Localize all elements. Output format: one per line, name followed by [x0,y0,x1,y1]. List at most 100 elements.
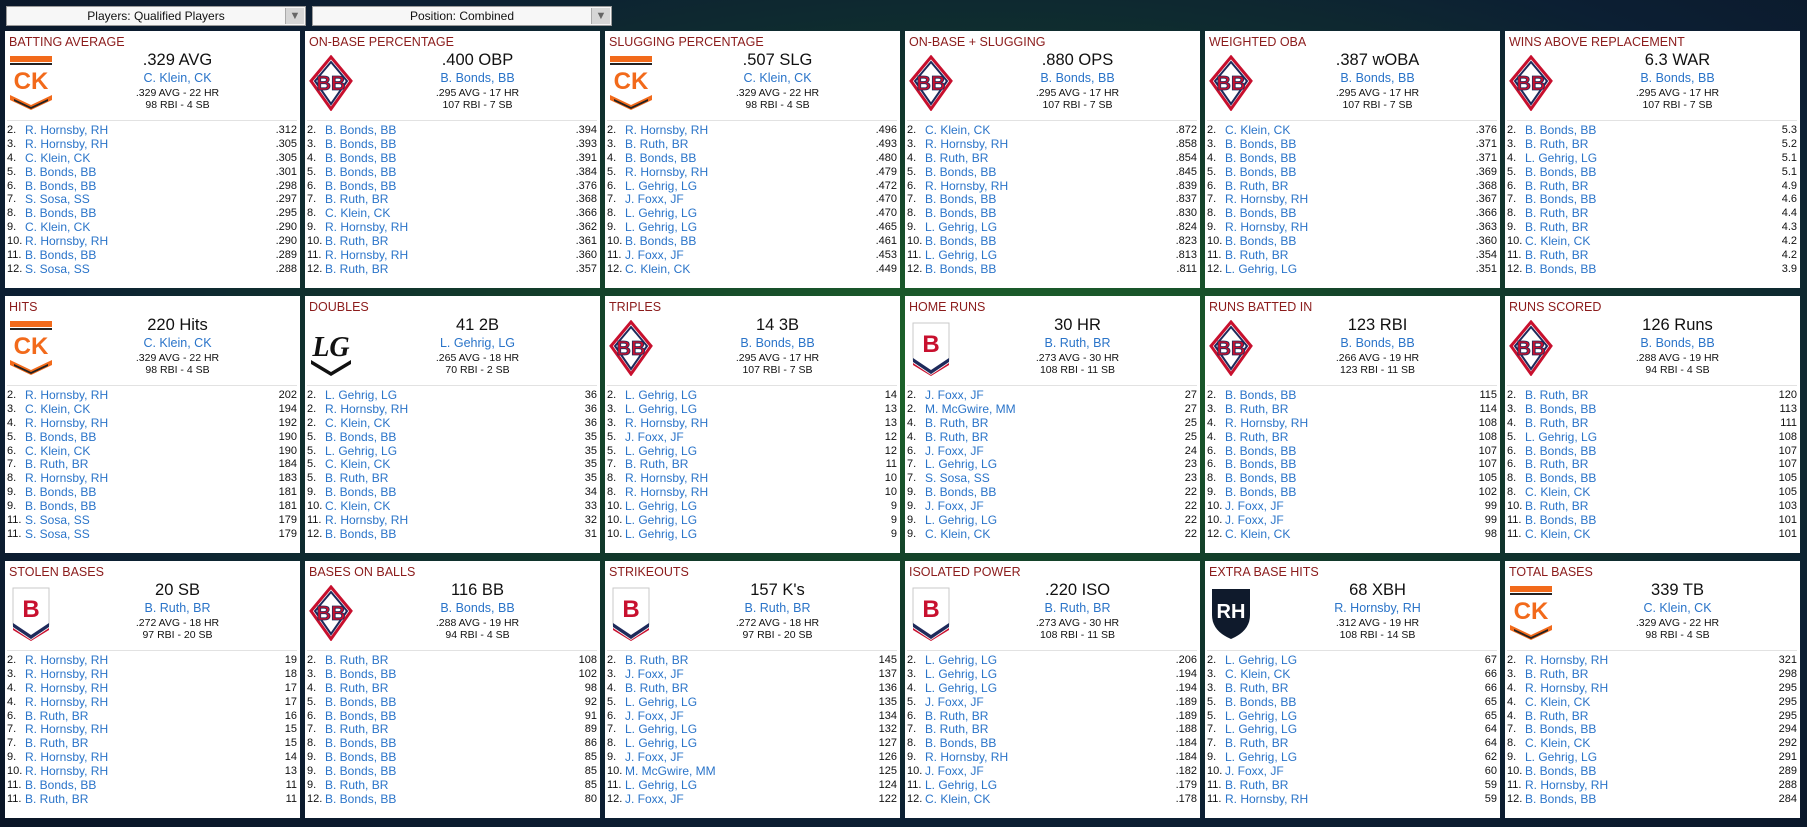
leader-player-link[interactable]: B. Bonds, BB [1340,336,1415,350]
player-link[interactable]: S. Sosa, SS [25,192,90,207]
player-link[interactable]: B. Ruth, BR [25,457,89,472]
player-link[interactable]: R. Hornsby, RH [25,680,109,695]
player-link[interactable]: B. Bonds, BB [325,122,397,137]
player-link[interactable]: R. Hornsby, RH [325,247,409,262]
player-link[interactable]: J. Foxx, JF [625,791,684,806]
player-link[interactable]: C. Klein, CK [25,150,91,165]
player-link[interactable]: L. Gehrig, LG [1225,722,1298,737]
player-link[interactable]: L. Gehrig, LG [625,206,698,221]
player-link[interactable]: B. Ruth, BR [25,708,89,723]
player-link[interactable]: B. Bonds, BB [1525,443,1597,458]
player-link[interactable]: C. Klein, CK [625,261,691,276]
player-link[interactable]: R. Hornsby, RH [25,471,109,486]
player-link[interactable]: R. Hornsby, RH [625,122,709,137]
player-link[interactable]: R. Hornsby, RH [1525,652,1609,667]
player-link[interactable]: R. Hornsby, RH [1225,415,1309,430]
player-link[interactable]: S. Sosa, SS [925,471,990,486]
player-link[interactable]: B. Ruth, BR [1225,247,1289,262]
player-link[interactable]: R. Hornsby, RH [1525,777,1609,792]
player-link[interactable]: R. Hornsby, RH [25,694,109,709]
player-link[interactable]: L. Gehrig, LG [625,178,698,193]
player-link[interactable]: B. Ruth, BR [25,791,89,806]
player-link[interactable]: B. Bonds, BB [325,136,397,151]
player-link[interactable]: B. Ruth, BR [925,708,989,723]
player-link[interactable]: R. Hornsby, RH [925,750,1009,765]
player-link[interactable]: B. Bonds, BB [925,234,997,249]
player-link[interactable]: B. Bonds, BB [1525,722,1597,737]
player-link[interactable]: B. Ruth, BR [925,722,989,737]
player-link[interactable]: J. Foxx, JF [925,499,984,514]
player-link[interactable]: L. Gehrig, LG [625,512,698,527]
player-link[interactable]: B. Bonds, BB [25,164,97,179]
player-link[interactable]: B. Ruth, BR [1525,247,1589,262]
player-link[interactable]: C. Klein, CK [1225,122,1291,137]
player-link[interactable]: J. Foxx, JF [625,750,684,765]
player-link[interactable]: R. Hornsby, RH [25,652,109,667]
player-link[interactable]: B. Ruth, BR [325,680,389,695]
player-link[interactable]: B. Ruth, BR [325,722,389,737]
leader-player-link[interactable]: B. Bonds, BB [1340,71,1415,85]
player-link[interactable]: R. Hornsby, RH [1525,680,1609,695]
player-link[interactable]: B. Bonds, BB [1525,471,1597,486]
player-link[interactable]: B. Bonds, BB [25,247,97,262]
player-link[interactable]: L. Gehrig, LG [925,666,998,681]
player-link[interactable]: B. Ruth, BR [1225,777,1289,792]
player-link[interactable]: B. Ruth, BR [325,192,389,207]
player-link[interactable]: B. Bonds, BB [1525,122,1597,137]
player-link[interactable]: B. Ruth, BR [925,429,989,444]
player-link[interactable]: B. Bonds, BB [325,164,397,179]
player-link[interactable]: R. Hornsby, RH [25,234,109,249]
player-link[interactable]: B. Ruth, BR [1525,666,1589,681]
player-link[interactable]: J. Foxx, JF [625,666,684,681]
player-link[interactable]: B. Bonds, BB [1525,164,1597,179]
player-link[interactable]: R. Hornsby, RH [25,764,109,779]
player-link[interactable]: L. Gehrig, LG [625,694,698,709]
player-link[interactable]: L. Gehrig, LG [625,722,698,737]
player-link[interactable]: L. Gehrig, LG [625,443,698,458]
player-link[interactable]: J. Foxx, JF [625,192,684,207]
player-link[interactable]: L. Gehrig, LG [1225,750,1298,765]
player-link[interactable]: R. Hornsby, RH [25,136,109,151]
player-link[interactable]: B. Bonds, BB [925,261,997,276]
player-link[interactable]: B. Bonds, BB [1225,457,1297,472]
player-link[interactable]: B. Ruth, BR [1525,206,1589,221]
player-link[interactable]: B. Bonds, BB [925,192,997,207]
player-link[interactable]: B. Bonds, BB [1225,206,1297,221]
player-link[interactable]: B. Ruth, BR [325,261,389,276]
player-link[interactable]: J. Foxx, JF [1225,512,1284,527]
player-link[interactable]: B. Bonds, BB [25,499,97,514]
player-link[interactable]: R. Hornsby, RH [625,415,709,430]
player-link[interactable]: B. Bonds, BB [25,777,97,792]
player-link[interactable]: B. Bonds, BB [925,485,997,500]
player-link[interactable]: L. Gehrig, LG [625,220,698,235]
player-link[interactable]: B. Ruth, BR [1225,178,1289,193]
player-link[interactable]: C. Klein, CK [325,457,391,472]
player-link[interactable]: C. Klein, CK [1225,666,1291,681]
player-link[interactable]: B. Ruth, BR [625,652,689,667]
player-link[interactable]: L. Gehrig, LG [625,387,698,402]
player-link[interactable]: B. Bonds, BB [325,791,397,806]
player-link[interactable]: C. Klein, CK [25,220,91,235]
player-link[interactable]: B. Bonds, BB [1225,694,1297,709]
player-link[interactable]: C. Klein, CK [925,122,991,137]
player-link[interactable]: L. Gehrig, LG [1525,150,1598,165]
player-link[interactable]: B. Ruth, BR [625,680,689,695]
player-link[interactable]: C. Klein, CK [25,443,91,458]
player-link[interactable]: R. Hornsby, RH [25,387,109,402]
player-link[interactable]: L. Gehrig, LG [925,680,998,695]
player-link[interactable]: R. Hornsby, RH [925,178,1009,193]
player-link[interactable]: R. Hornsby, RH [625,471,709,486]
player-link[interactable]: C. Klein, CK [325,415,391,430]
player-link[interactable]: L. Gehrig, LG [325,443,398,458]
player-link[interactable]: J. Foxx, JF [925,443,984,458]
player-link[interactable]: B. Ruth, BR [1525,415,1589,430]
player-link[interactable]: L. Gehrig, LG [925,247,998,262]
player-link[interactable]: J. Foxx, JF [925,764,984,779]
player-link[interactable]: C. Klein, CK [1525,526,1591,541]
player-link[interactable]: J. Foxx, JF [625,429,684,444]
position-filter-dropdown[interactable]: Position: Combined ▼ [312,6,612,26]
player-link[interactable]: R. Hornsby, RH [25,122,109,137]
player-link[interactable]: B. Ruth, BR [325,777,389,792]
player-link[interactable]: B. Bonds, BB [25,485,97,500]
player-link[interactable]: R. Hornsby, RH [1225,220,1309,235]
